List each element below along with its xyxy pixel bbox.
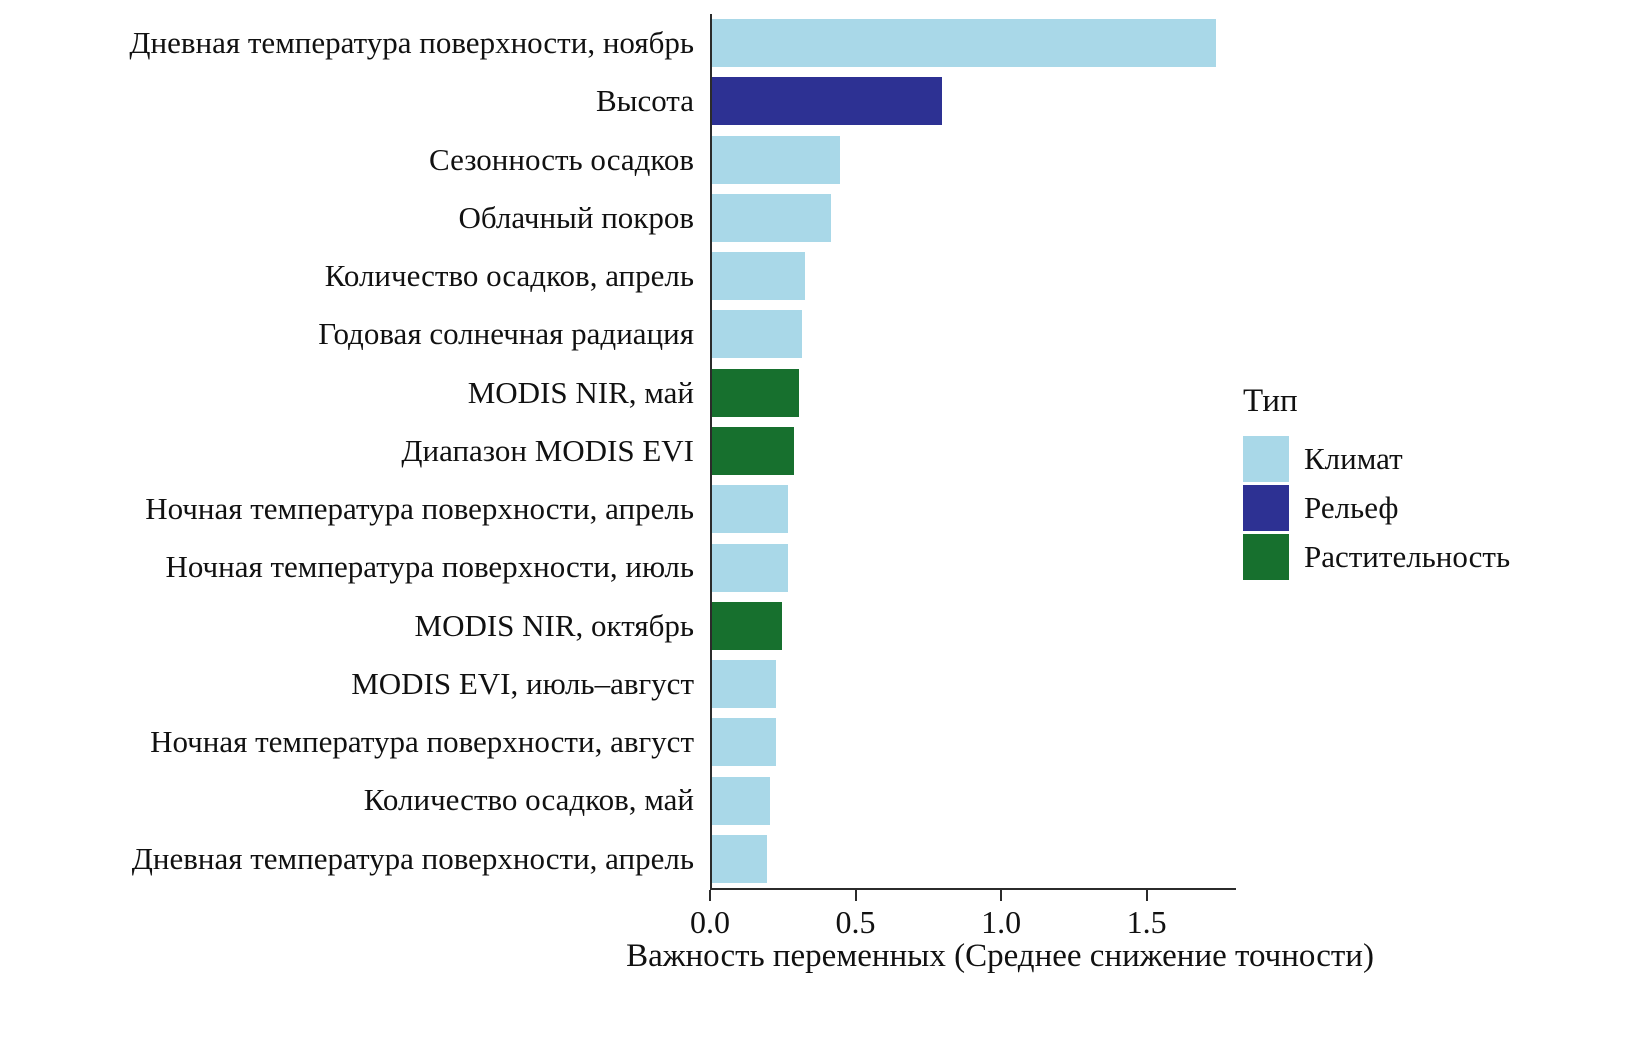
category-label-4: Количество осадков, апрель: [324, 258, 694, 294]
x-tick-label-2: 1.0: [981, 904, 1022, 940]
legend-label: Растительность: [1304, 539, 1511, 574]
x-tick-mark-0: [709, 890, 711, 901]
legend-entry-2: Растительность: [1243, 534, 1510, 580]
legend: Тип Климат Рельеф Растительность: [1243, 383, 1510, 583]
bar-6: [712, 368, 800, 417]
category-label-11: MODIS EVI, июль–август: [351, 665, 694, 701]
legend-label: Рельеф: [1304, 490, 1399, 525]
legend-entries: Климат Рельеф Растительность: [1243, 436, 1510, 580]
x-tick-label-3: 1.5: [1126, 904, 1167, 940]
bar-4: [712, 252, 806, 301]
bar-7: [712, 427, 794, 475]
category-label-6: MODIS NIR, май: [467, 374, 694, 410]
bar-11: [712, 660, 777, 709]
category-label-0: Дневная температура поверхности, ноябрь: [129, 25, 694, 60]
category-label-1: Высота: [595, 83, 694, 119]
category-label-7: Диапазон MODIS EVI: [401, 432, 694, 468]
legend-entry-1: Рельеф: [1243, 485, 1510, 531]
x-tick-mark-2: [1000, 890, 1003, 901]
x-tick-label-1: 0.5: [835, 904, 876, 940]
bar-12: [712, 718, 777, 767]
bar-1: [712, 77, 942, 126]
bar-2: [712, 135, 841, 184]
plot-area: [710, 14, 1236, 890]
x-axis-label: Важность переменных (Среднее снижение то…: [626, 938, 1374, 974]
category-label-12: Ночная температура поверхности, август: [150, 724, 694, 760]
category-label-5: Годовая солнечная радиация: [318, 316, 694, 352]
x-tick-label-0: 0.0: [690, 904, 730, 940]
legend-swatch-icon: [1243, 485, 1289, 531]
category-label-2: Сезонность осадков: [429, 141, 694, 177]
category-labels: Дневная температура поверхности, ноябрь В…: [0, 14, 694, 888]
bar-13: [712, 776, 771, 825]
category-label-13: Количество осадков, май: [363, 782, 694, 818]
bar-3: [712, 193, 832, 242]
category-label-14: Дневная температура поверхности, апрель: [131, 840, 694, 876]
legend-label: Климат: [1304, 441, 1403, 476]
x-tick-mark-1: [854, 890, 857, 901]
legend-title: Тип: [1243, 383, 1298, 419]
category-label-10: MODIS NIR, октябрь: [414, 607, 695, 643]
bar-8: [712, 485, 788, 534]
legend-entry-0: Климат: [1243, 436, 1510, 482]
x-tick-mark-3: [1145, 890, 1148, 901]
bar-9: [712, 543, 788, 592]
legend-swatch-icon: [1243, 436, 1289, 482]
x-axis: 0.0 0.5 1.0 1.5: [690, 890, 1234, 980]
legend-swatch-icon: [1243, 534, 1289, 580]
category-label-3: Облачный покров: [458, 199, 694, 235]
bar-0: [712, 19, 1216, 68]
bar-5: [712, 310, 803, 359]
category-label-9: Ночная температура поверхности, июль: [165, 549, 694, 585]
category-label-8: Ночная температура поверхности, апрель: [145, 491, 694, 527]
bar-14: [712, 834, 768, 883]
bar-10: [712, 601, 782, 650]
